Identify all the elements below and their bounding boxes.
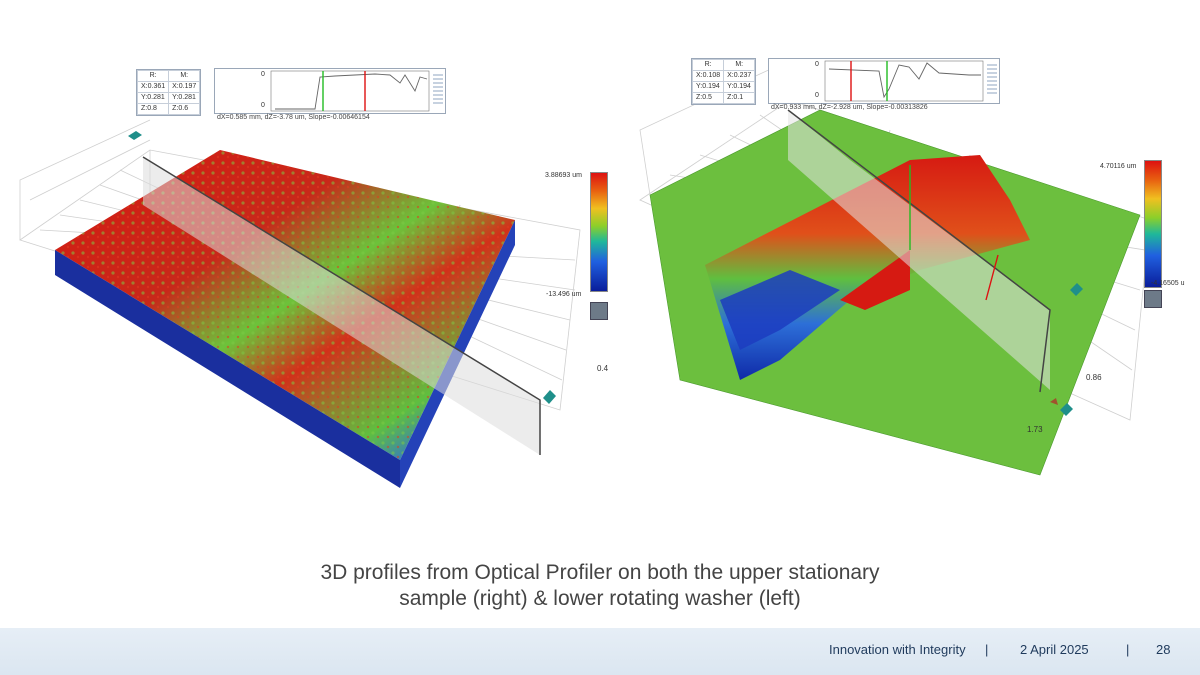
right-profile-chart: 0 0 dX=0.933 mm, dZ=-2.928 um, Slope=-0.…: [768, 58, 1000, 111]
left-profile-chart: 0 0 dX=0.585 mm, dZ=-3.78 um, Slope=-0.0…: [214, 68, 446, 121]
readout-value: Y:0.281: [168, 92, 201, 104]
left-3d-surface-plot: [19, 119, 581, 488]
readout-value: X:0.361: [136, 81, 170, 93]
left-profile-status: dX=0.585 mm, dZ=-3.78 um, Slope=-0.00646…: [217, 114, 370, 121]
readout-header-r: R:: [136, 70, 170, 82]
right-cursor-readout: R: M: X:0.108 X:0.237 Y:0.194 Y:0.194 Z:…: [691, 58, 757, 105]
readout-value: Z:0.8: [136, 103, 170, 115]
readout-value: Y:0.281: [136, 92, 170, 104]
left-scale-min: -13.496 um: [546, 291, 582, 298]
footer-page-number: 28: [1156, 642, 1171, 657]
left-profile-panel: R: M: X:0.361 X:0.197 Y:0.281 Y:0.281 Z:…: [0, 0, 610, 500]
left-surface-front-side: [55, 250, 400, 488]
left-color-scale: [590, 172, 608, 292]
left-rotate-handle-icon[interactable]: [128, 131, 142, 140]
profile-axis-bottom: 0: [815, 92, 819, 99]
left-scale-arrow-button[interactable]: [590, 302, 608, 320]
readout-header-r: R:: [691, 59, 725, 71]
readout-value: Y:0.194: [723, 81, 756, 93]
right-scale-max: 4.70116 um: [1100, 163, 1137, 170]
readout-header-m: M:: [168, 70, 201, 82]
slide-caption: 3D profiles from Optical Profiler on bot…: [0, 560, 1200, 612]
readout-value: Z:0.6: [168, 103, 201, 115]
readout-value: X:0.197: [168, 81, 201, 93]
left-axis-tick: 0.4: [597, 364, 609, 373]
right-cut-plane: [788, 110, 1050, 390]
right-profile-panel: R: M: X:0.108 X:0.237 Y:0.194 Y:0.194 Z:…: [610, 0, 1200, 500]
right-3d-surface-plot: [639, 59, 1151, 476]
readout-value: Y:0.194: [691, 81, 725, 93]
caption-line-1: 3D profiles from Optical Profiler on bot…: [320, 561, 880, 584]
right-scale-min: -4.16505 u: [1151, 280, 1185, 287]
readout-value: X:0.108: [691, 70, 725, 82]
readout-value: X:0.237: [723, 70, 756, 82]
footer-date: 2 April 2025: [1020, 642, 1089, 657]
profile-axis-top: 0: [815, 61, 819, 68]
profile-axis-top: 0: [261, 71, 265, 78]
right-axis-tick-1: 0.86: [1086, 373, 1102, 382]
right-marker-red: [985, 254, 999, 301]
right-rotate-handle-icon[interactable]: [1070, 283, 1083, 296]
readout-value: Z:0.5: [691, 92, 725, 104]
footer-separator: |: [985, 642, 989, 657]
left-cut-plane: [143, 157, 540, 455]
left-plane-handle-icon[interactable]: [543, 390, 556, 404]
slide-footer: Innovation with Integrity | 2 April 2025…: [0, 628, 1200, 675]
profile-axis-bottom: 0: [261, 102, 265, 109]
right-plane-handle-icon[interactable]: [1060, 403, 1073, 416]
readout-header-m: M:: [723, 59, 756, 71]
right-axis-arrow-icon: [1050, 398, 1058, 405]
footer-company: Innovation with Integrity: [829, 642, 966, 657]
caption-line-2: sample (right) & lower rotating washer (…: [399, 587, 801, 610]
right-scale-arrow-button[interactable]: [1144, 290, 1162, 308]
left-cursor-readout: R: M: X:0.361 X:0.197 Y:0.281 Y:0.281 Z:…: [136, 69, 202, 116]
right-axis-tick-2: 1.73: [1027, 425, 1043, 434]
readout-value: Z:0.1: [723, 92, 756, 104]
right-profile-status: dX=0.933 mm, dZ=-2.928 um, Slope=-0.0031…: [771, 104, 928, 111]
left-scale-max: 3.88693 um: [545, 172, 582, 179]
footer-separator: |: [1126, 642, 1130, 657]
right-color-scale: [1144, 160, 1162, 288]
